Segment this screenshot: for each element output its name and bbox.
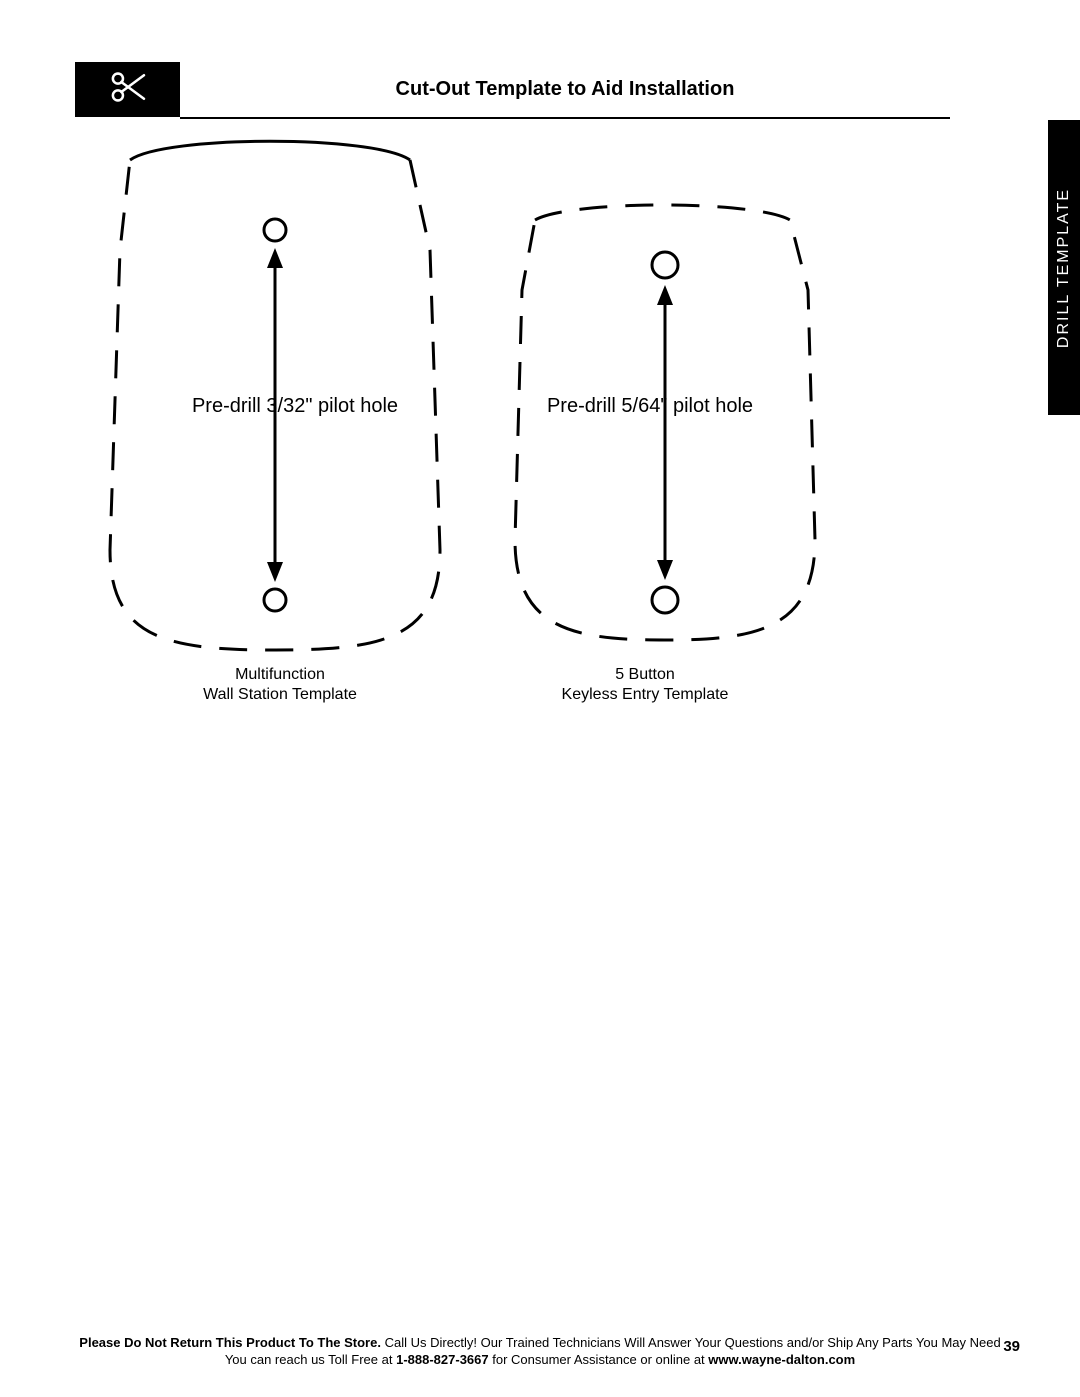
footer-bold-lead: Please Do Not Return This Product To The… (79, 1335, 381, 1350)
footer-url: www.wayne-dalton.com (708, 1352, 855, 1367)
footer-line2-a: You can reach us Toll Free at (225, 1352, 396, 1367)
caption-left: Multifunction Wall Station Template (115, 665, 445, 705)
page-title: Cut-Out Template to Aid Installation (180, 62, 950, 119)
pilot-hole-label-left: Pre-drill 3/32" pilot hole (165, 395, 425, 418)
page: Cut-Out Template to Aid Installation DRI… (0, 0, 1080, 1397)
footer-phone: 1-888-827-3667 (396, 1352, 489, 1367)
pilot-hole-label-right: Pre-drill 5/64" pilot hole (535, 395, 765, 418)
scissors-box (75, 62, 180, 117)
page-title-text: Cut-Out Template to Aid Installation (396, 78, 735, 101)
section-tab-label: DRILL TEMPLATE (1055, 187, 1073, 347)
scissors-icon (107, 66, 149, 113)
section-tab: DRILL TEMPLATE (1048, 120, 1080, 415)
caption-left-line1: Multifunction (235, 666, 325, 683)
footer-line1-rest: Call Us Directly! Our Trained Technician… (381, 1335, 1001, 1350)
caption-right-line2: Keyless Entry Template (562, 686, 729, 703)
caption-right-line1: 5 Button (615, 666, 675, 683)
footer: Please Do Not Return This Product To The… (60, 1334, 1020, 1369)
footer-line2-b: for Consumer Assistance or online at (489, 1352, 709, 1367)
keyless-entry-marks (652, 252, 678, 613)
caption-left-line2: Wall Station Template (203, 686, 357, 703)
caption-right: 5 Button Keyless Entry Template (480, 665, 810, 705)
